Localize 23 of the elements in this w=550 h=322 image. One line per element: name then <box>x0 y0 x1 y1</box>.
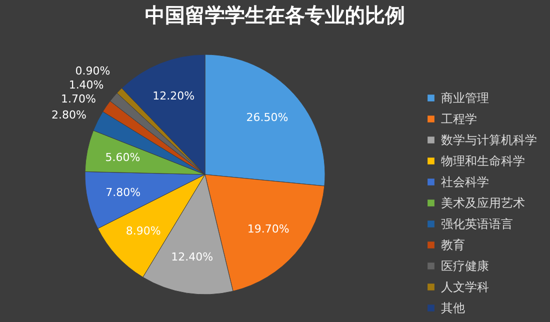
data-label: 1.70% <box>60 92 96 106</box>
legend-label: 强化英语语言 <box>441 217 513 231</box>
chart-title: 中国留学学生在各专业的比例 <box>145 3 405 27</box>
legend-label: 医疗健康 <box>441 259 489 273</box>
legend-label: 数学与计算机科学 <box>441 133 537 147</box>
legend-label: 工程学 <box>441 112 477 126</box>
legend-label: 商业管理 <box>441 91 489 105</box>
data-label: 1.40% <box>68 78 104 92</box>
data-label: 2.80% <box>51 108 86 122</box>
data-label: 5.60% <box>105 150 140 164</box>
data-label: 7.80% <box>106 186 141 199</box>
legend-label: 其他 <box>441 301 465 315</box>
legend-label: 美术及应用艺术 <box>441 196 525 210</box>
data-label: 19.70% <box>247 222 290 236</box>
legend-label: 人文学科 <box>441 280 489 294</box>
data-label: 26.50% <box>246 111 288 124</box>
data-label: 0.90% <box>75 64 110 78</box>
data-label: 12.20% <box>152 90 195 103</box>
legend-label: 物理和生命科学 <box>441 154 525 168</box>
legend-label: 社会科学 <box>441 175 489 189</box>
legend-label: 教育 <box>441 238 465 252</box>
data-label: 12.40% <box>171 250 214 264</box>
data-label: 8.90% <box>126 224 161 238</box>
